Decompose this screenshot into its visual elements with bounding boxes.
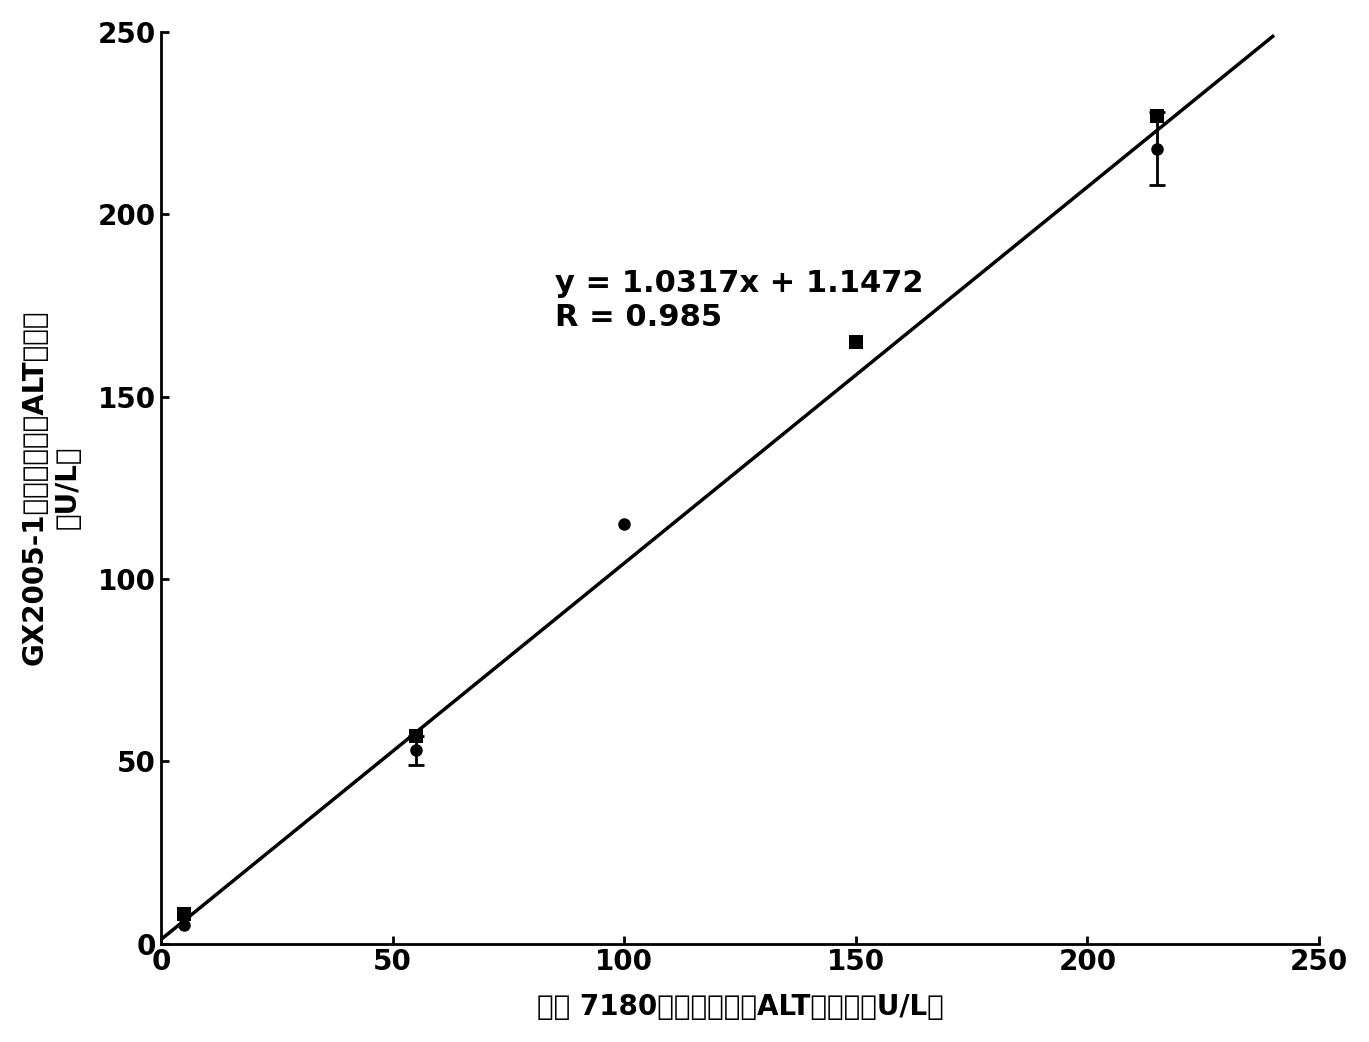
Point	[845, 333, 867, 350]
X-axis label: 日立 7180测定人体血清ALT检测值（U/L）: 日立 7180测定人体血清ALT检测值（U/L）	[537, 993, 943, 1021]
Y-axis label: GX2005-1测定人体血清ALT检测值
（U/L）: GX2005-1测定人体血清ALT检测值 （U/L）	[21, 309, 81, 666]
Point	[405, 727, 427, 744]
Point	[174, 907, 196, 923]
Text: y = 1.0317x + 1.1472
R = 0.985: y = 1.0317x + 1.1472 R = 0.985	[554, 269, 923, 331]
Point	[1146, 107, 1168, 124]
